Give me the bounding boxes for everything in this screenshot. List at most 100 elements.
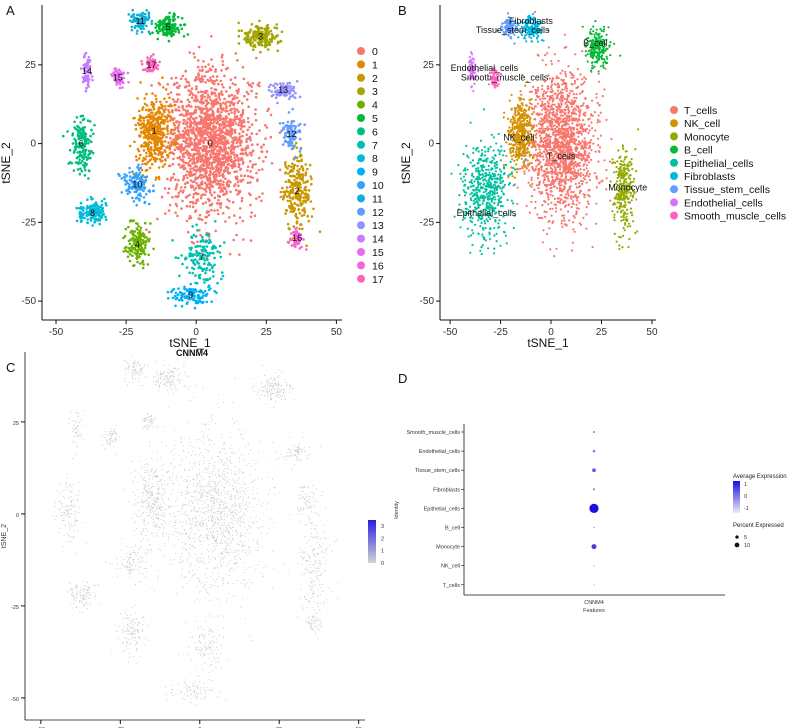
point-13 [274,96,278,99]
point-7 [180,254,183,257]
point-1 [165,115,168,119]
point-4 [139,232,142,235]
point-0 [205,166,209,169]
point-0 [179,100,183,103]
point-14 [85,61,89,64]
point-6 [78,172,82,176]
point-0 [204,99,208,102]
point-T_cells [561,94,564,97]
point-0 [225,100,229,104]
point-1 [149,147,153,151]
point-1 [166,132,170,136]
point-13 [289,95,292,99]
point-0 [189,153,192,156]
point-6 [84,148,87,152]
point-T_cells [571,90,574,93]
point-2 [296,203,299,207]
point-7 [190,259,193,262]
point-1 [148,140,151,144]
point-7 [213,263,216,267]
point-T_cells [586,200,590,203]
point-3 [268,37,272,41]
point-1 [141,108,144,111]
point-8 [100,200,104,203]
point-12 [290,122,293,125]
point-6 [83,126,87,129]
point-0 [238,163,241,166]
point-7 [197,276,201,279]
point-0 [204,181,207,185]
point-0 [183,136,187,139]
point-T_cells [540,152,543,155]
point-2 [298,227,301,231]
point-0 [190,158,193,161]
point-0 [221,107,225,110]
point-5 [173,18,176,21]
point-4 [136,228,139,231]
point-0 [221,60,224,63]
point-0 [231,98,234,101]
point-10 [151,189,155,193]
point-7 [184,256,187,260]
point-0 [190,186,193,189]
point-1 [165,100,168,104]
point-16 [294,227,297,231]
point-13 [291,95,295,98]
point-15 [121,86,124,89]
point-1 [170,117,173,120]
point-2 [296,164,299,168]
point-0 [224,169,227,172]
point-T_cells [588,173,591,176]
point-7 [207,232,210,236]
point-10 [135,196,139,199]
point-0 [187,156,191,160]
legend-key-16 [357,261,365,270]
point-T_cells [576,199,579,202]
point-3 [268,41,272,44]
point-T_cells [598,104,601,107]
point-0 [225,139,229,142]
point-10 [120,177,123,180]
point-2 [292,225,296,228]
point-T_cells [572,214,575,218]
point-0 [212,124,216,128]
point-2 [292,165,296,168]
point-0 [240,121,244,125]
point-0 [167,141,170,144]
point-T_cells [550,214,553,217]
point-0 [185,149,189,152]
point-0 [175,204,179,208]
point-0 [184,145,188,148]
point-4 [152,247,155,251]
point-0 [247,120,250,124]
cluster-label-14: 14 [82,66,92,76]
point-3 [246,37,250,40]
point-0 [197,91,200,94]
point-10 [144,175,148,179]
point-6 [75,156,79,160]
point-1 [145,151,148,155]
point-7 [211,246,214,250]
point-0 [253,112,257,116]
point-11 [131,8,134,12]
point-0 [213,135,217,138]
legend-key-8 [357,154,365,163]
point-0 [216,120,219,123]
point-0 [187,81,190,84]
point-12 [298,137,302,141]
point-0 [250,153,253,157]
point-0 [260,199,263,203]
point-0 [223,97,226,101]
point-4 [126,255,130,259]
point-0 [181,148,185,152]
point-T_cells [530,200,533,203]
point-5 [170,29,174,32]
point-0 [184,131,187,134]
point-0 [221,173,224,177]
point-14 [85,86,88,90]
point-T_cells [557,141,561,144]
point-0 [182,161,186,164]
point-10 [123,176,127,179]
point-0 [167,92,170,96]
